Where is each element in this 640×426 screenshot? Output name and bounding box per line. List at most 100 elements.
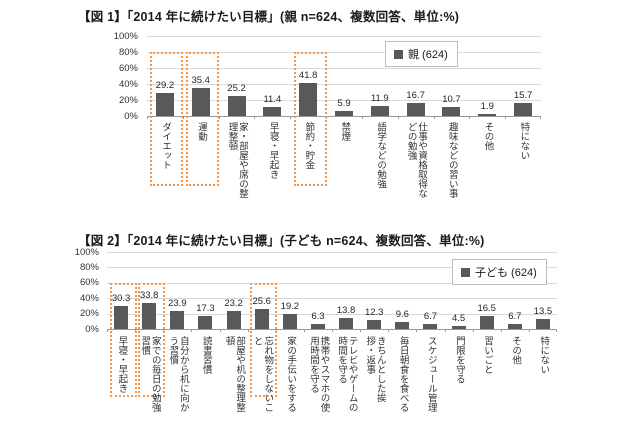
y-axis-tick-label: 20% — [79, 308, 99, 320]
bar — [339, 318, 354, 329]
bar — [406, 102, 425, 116]
figure1-category-axis: ダイエット 運動 家・部屋や席の整理整頓 早寝・早起き 節約・貯金 禁煙 語学などの勉強 仕事… — [147, 122, 541, 218]
x-axis-tick — [500, 329, 502, 332]
figure2-title: 【図 2】「2014 年に続けたい目標」(子ども n=624、複数回答、単位:%… — [78, 234, 485, 248]
category-label-text: その他 — [482, 122, 494, 151]
category-label-text: 禁煙 — [339, 122, 351, 141]
bar — [142, 302, 157, 329]
category-label-text: テレビやゲームの時間を守る — [336, 336, 358, 412]
bar-value-label: 10.7 — [442, 94, 461, 106]
category-label-text: ダイエット — [160, 122, 172, 170]
bar — [254, 309, 269, 329]
legend-marker-icon — [461, 267, 470, 277]
x-axis-tick — [290, 116, 292, 119]
gridline — [107, 298, 557, 300]
bar — [367, 319, 382, 329]
gridline — [107, 252, 557, 253]
category-label-text: 毎日朝食を食べる — [397, 336, 409, 412]
category-label-text: きちんとした挨拶・返事 — [364, 336, 386, 403]
bar-value-label: 13.8 — [336, 305, 356, 317]
gridline — [107, 313, 557, 315]
bar-value-label: 25.2 — [227, 82, 246, 94]
highlight-box — [250, 283, 278, 397]
category-label-text: 特にない — [518, 122, 530, 160]
legend-label: 親 (624) — [408, 49, 448, 61]
x-axis-tick — [388, 329, 390, 332]
bar-value-label: 30.3 — [111, 292, 131, 304]
gridline — [147, 68, 541, 69]
category-label: きちんとした挨拶・返事 — [360, 336, 388, 412]
x-axis-tick — [505, 116, 507, 119]
bar — [335, 111, 353, 116]
category-label-text: その他 — [510, 336, 522, 365]
category-label: 早寝・早起き — [107, 336, 135, 412]
bar-value-label: 23.9 — [168, 297, 187, 309]
bar — [299, 82, 318, 116]
gridline — [147, 52, 541, 53]
category-label: 早寝・早起き — [254, 122, 290, 200]
x-axis-tick — [361, 116, 363, 119]
bar-value-label: 33.8 — [139, 289, 159, 301]
bar — [263, 106, 282, 116]
category-label: 携帯やスマホの使用時間を守る — [304, 336, 332, 412]
highlight-box — [137, 283, 165, 397]
gridline — [107, 282, 557, 284]
x-axis-tick — [218, 116, 220, 119]
x-axis-tick — [528, 329, 530, 332]
bar — [535, 318, 550, 329]
legend-marker-icon — [394, 49, 403, 59]
bar — [370, 106, 389, 116]
y-axis-tick-label: 100% — [113, 30, 138, 42]
x-axis-tick — [472, 329, 474, 332]
bar — [114, 305, 129, 329]
bar — [478, 114, 497, 116]
category-label: 禁煙 — [326, 122, 362, 200]
category-label: 特にない — [505, 122, 541, 200]
y-axis-tick-label: 100% — [74, 246, 99, 258]
category-label: 運動 — [183, 122, 219, 200]
x-axis-tick — [433, 116, 435, 119]
category-label-text: 携帯やスマホの使用時間を守る — [307, 336, 330, 412]
y-axis-tick-label: 0% — [124, 110, 138, 122]
y-axis-tick-label: 0% — [85, 323, 99, 335]
category-label: その他 — [469, 122, 505, 200]
category-label-text: 家の手伝いをする — [285, 336, 297, 412]
figure1-title: 【図 1】「2014 年に続けたい目標」(親 n=624、複数回答、単位:%) — [78, 10, 460, 24]
category-label-text: 自分から机に向かう習慣 — [167, 336, 189, 412]
bar — [442, 107, 461, 116]
x-axis-tick — [332, 329, 333, 332]
category-label-text: 節約・貯金 — [303, 122, 315, 170]
x-axis-tick — [191, 329, 193, 332]
category-label-text: スケジュール管理 — [425, 336, 437, 412]
category-label-text: 特にない — [538, 336, 550, 374]
category-label-text: 家・部屋や席の整理整頓 — [226, 122, 249, 198]
category-label: ダイエット — [147, 122, 183, 200]
bar — [451, 325, 466, 329]
gridline — [147, 84, 541, 85]
category-label: 家での毎日の勉強習慣 — [135, 336, 163, 412]
highlight-box — [109, 283, 137, 397]
bar — [170, 310, 185, 329]
figure2-plot-area: 30.3 33.8 23.9 17.3 23.2 25.6 19.2 6.3 13.8 12.3 9… — [107, 252, 557, 397]
gridline — [147, 36, 541, 37]
category-label-text: 部屋や机の整理整頓 — [223, 336, 246, 412]
bar — [198, 315, 213, 329]
category-label: 自分から机に向かう習慣 — [163, 336, 191, 412]
category-label-text: 家での毎日の勉強習慣 — [139, 336, 161, 412]
x-axis-tick — [556, 329, 557, 332]
bar — [310, 324, 325, 329]
category-label: 語学などの勉強 — [362, 122, 398, 200]
category-label-text: 語学などの勉強 — [375, 122, 387, 189]
category-label: 読書習慣 — [191, 336, 219, 412]
bar-value-label: 11.9 — [370, 93, 389, 105]
bar-value-label: 29.2 — [155, 79, 175, 91]
bar — [395, 321, 410, 329]
figure2-category-axis: 早寝・早起き 家での毎日の勉強習慣 自分から机に向かう習慣 読書習慣 部屋や机の整理整頓… — [107, 336, 557, 426]
x-axis-tick — [147, 116, 148, 119]
category-label: 部屋や机の整理整頓 — [220, 336, 248, 412]
y-axis-tick-label: 40% — [118, 78, 138, 90]
bar-value-label: 16.7 — [406, 89, 425, 101]
bar-value-label: 11.4 — [263, 93, 282, 105]
bar-value-label: 23.2 — [224, 298, 243, 310]
bar-value-label: 1.9 — [480, 101, 494, 113]
